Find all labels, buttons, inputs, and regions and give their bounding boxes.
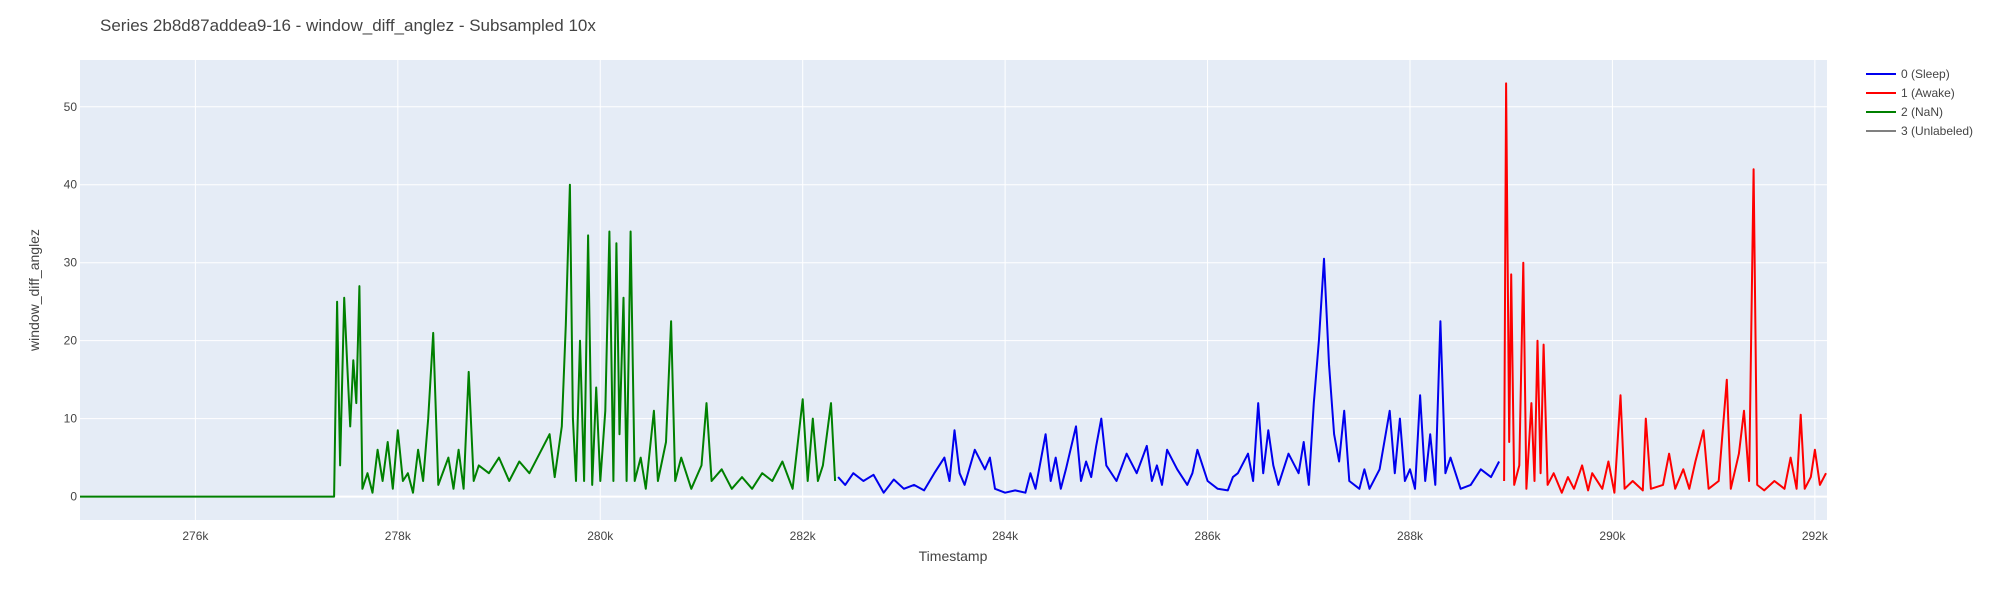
- x-gridlines: [194, 60, 1816, 520]
- x-tick-label: 276k: [182, 529, 209, 543]
- x-tick-label: 290k: [1599, 529, 1626, 543]
- y-tick-label: 40: [64, 178, 78, 192]
- legend: 0 (Sleep) 1 (Awake) 2 (NaN) 3 (Unlabeled): [1866, 67, 1973, 138]
- x-tick-label: 286k: [1195, 529, 1222, 543]
- series-line-1: [1503, 82, 1827, 494]
- y-tick-label: 50: [64, 100, 78, 114]
- legend-item[interactable]: 2 (NaN): [1866, 105, 1943, 119]
- series-line-0: [837, 257, 1500, 494]
- x-tick-label: 292k: [1802, 529, 1829, 543]
- legend-item[interactable]: 3 (Unlabeled): [1866, 124, 1973, 138]
- legend-label: 1 (Awake): [1901, 86, 1955, 100]
- y-axis-title: window_diff_anglez: [26, 229, 42, 352]
- x-axis-ticks: 276k 278k 280k 282k 284k 286k 288k 290k 292k: [182, 529, 1828, 543]
- legend-label: 3 (Unlabeled): [1901, 124, 1973, 138]
- plot-area: [80, 60, 1827, 520]
- y-tick-label: 30: [64, 256, 78, 270]
- chart-title: Series 2b8d87addea9-16 - window_diff_ang…: [100, 16, 596, 35]
- legend-label: 0 (Sleep): [1901, 67, 1950, 81]
- legend-item[interactable]: 1 (Awake): [1866, 86, 1955, 100]
- series-line-2: [80, 183, 837, 498]
- x-tick-label: 278k: [385, 529, 412, 543]
- x-tick-label: 284k: [992, 529, 1019, 543]
- series-layer: [80, 82, 1827, 498]
- legend-label: 2 (NaN): [1901, 105, 1943, 119]
- legend-item[interactable]: 0 (Sleep): [1866, 67, 1950, 81]
- y-tick-label: 10: [64, 412, 78, 426]
- y-axis-ticks: 0 10 20 30 40 50: [64, 100, 78, 504]
- x-tick-label: 280k: [587, 529, 614, 543]
- x-tick-label: 288k: [1397, 529, 1424, 543]
- x-tick-label: 282k: [790, 529, 817, 543]
- y-tick-label: 20: [64, 334, 78, 348]
- y-gridlines: [80, 106, 1827, 498]
- x-axis-title: Timestamp: [919, 548, 988, 564]
- y-tick-label: 0: [70, 490, 77, 504]
